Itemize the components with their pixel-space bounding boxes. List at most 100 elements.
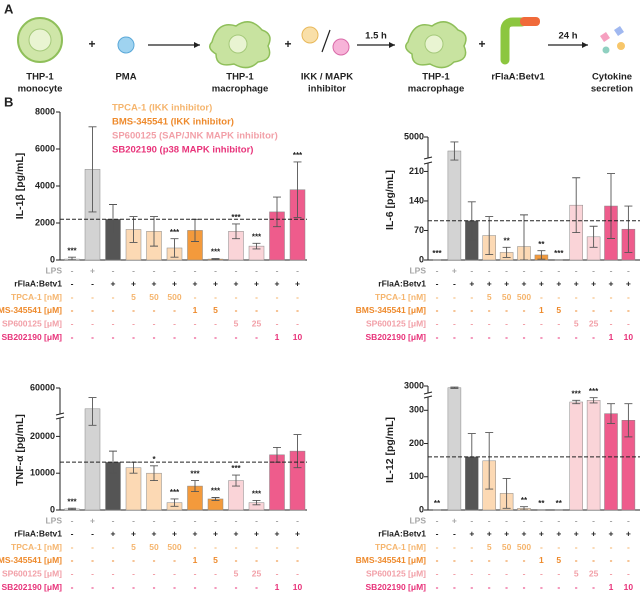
error-bar — [109, 450, 117, 474]
bar — [604, 413, 618, 511]
treatment-cell: - — [132, 568, 135, 578]
axis-break — [425, 393, 431, 397]
treatment-cell: - — [470, 582, 473, 592]
treatment-cell: - — [153, 515, 156, 525]
treatment-cell: - — [436, 542, 439, 552]
treatment-cell: - — [488, 582, 491, 592]
error-bar — [537, 250, 546, 260]
step-label: macrophage — [212, 84, 269, 95]
treatment-cell: - — [91, 542, 94, 552]
treatment-cell: + — [111, 529, 116, 539]
step-label: THP-1 — [26, 72, 54, 83]
treatment-cell: - — [436, 305, 439, 315]
treatment-cell: - — [470, 318, 473, 328]
treatment-cell: - — [276, 318, 279, 328]
treatment-cell: - — [153, 582, 156, 592]
treatment-cell: 1 — [609, 582, 614, 592]
treatment-cell: + — [591, 529, 596, 539]
error-bar — [109, 204, 117, 235]
treatment-label: LPS — [45, 265, 62, 275]
treatment-cell: + — [626, 529, 631, 539]
treatment-cell: - — [214, 318, 217, 328]
protein-icon — [500, 17, 527, 65]
treatment-cell: + — [504, 279, 509, 289]
treatment-cell: + — [539, 279, 544, 289]
treatment-cell: - — [575, 542, 578, 552]
treatment-label: LPS — [45, 515, 62, 525]
significance: *** — [211, 487, 221, 496]
treatment-cell: - — [71, 555, 74, 565]
y-tick-label: 140 — [409, 195, 424, 205]
treatment-cell: - — [627, 265, 630, 275]
treatment-cell: - — [453, 318, 456, 328]
treatment-cell: - — [112, 332, 115, 342]
cytokine-icon — [600, 32, 610, 42]
error-bar — [485, 432, 494, 490]
treatment-cell: - — [153, 332, 156, 342]
treatment-label: rFlaA:Betv1 — [378, 279, 426, 289]
treatment-cell: 1 — [539, 555, 544, 565]
treatment-cell: + — [111, 279, 116, 289]
significance: *** — [293, 151, 303, 160]
treatment-cell: - — [505, 318, 508, 328]
error-bar — [624, 403, 633, 438]
treatment-label: TPCA-1 [nM] — [375, 292, 426, 302]
axis-break — [55, 412, 65, 416]
error-bar — [502, 246, 511, 258]
treatment-cell: - — [610, 318, 613, 328]
treatment-cell: 50 — [502, 542, 512, 552]
treatment-cell: - — [540, 568, 543, 578]
treatment-cell: 5 — [574, 568, 579, 578]
treatment-cell: - — [71, 582, 74, 592]
error-bar — [450, 141, 459, 161]
cytokine-icon — [614, 26, 624, 36]
treatment-cell: 10 — [293, 582, 303, 592]
treatment-cell: + — [609, 529, 614, 539]
treatment-label: SB202190 [μM] — [366, 582, 427, 592]
treatment-cell: 5 — [556, 555, 561, 565]
treatment-cell: - — [214, 292, 217, 302]
error-bar — [589, 225, 598, 248]
treatment-cell: - — [235, 265, 238, 275]
treatment-cell: - — [255, 542, 258, 552]
arrow-head — [389, 42, 395, 48]
error-bar — [88, 126, 97, 213]
error-bar — [68, 256, 76, 261]
treatment-cell: - — [453, 582, 456, 592]
treatment-cell: 5 — [487, 542, 492, 552]
treatment-cell: - — [488, 568, 491, 578]
treatment-cell: - — [91, 305, 94, 315]
treatment-cell: - — [255, 582, 258, 592]
y-tick-label: 6000 — [35, 143, 55, 153]
treatment-cell: - — [255, 265, 258, 275]
axis-break — [423, 156, 433, 160]
treatment-cell: - — [540, 265, 543, 275]
significance: * — [152, 455, 156, 464]
treatment-cell: + — [234, 529, 239, 539]
treatment-label: SP600125 [μM] — [2, 568, 62, 578]
treatment-cell: - — [173, 582, 176, 592]
step-label: macrophage — [408, 84, 465, 95]
treatment-cell: - — [627, 305, 630, 315]
legend-entry: SB202190 (p38 MAPK inhibitor) — [112, 145, 253, 156]
panel-label: B — [4, 94, 13, 109]
axis-break — [423, 395, 433, 399]
treatment-cell: 5 — [131, 542, 136, 552]
treatment-cell: 500 — [167, 542, 181, 552]
treatment-cell: - — [575, 292, 578, 302]
treatment-cell: + — [452, 515, 457, 525]
treatment-cell: - — [296, 318, 299, 328]
treatment-cell: - — [71, 305, 74, 315]
arrow-head — [582, 42, 588, 48]
treatment-cell: - — [194, 582, 197, 592]
treatment-cell: + — [487, 529, 492, 539]
treatment-cell: - — [235, 305, 238, 315]
treatment-cell: - — [132, 318, 135, 328]
step-label: secretion — [591, 84, 633, 95]
treatment-cell: - — [153, 318, 156, 328]
treatment-cell: - — [214, 515, 217, 525]
treatment-cell: - — [173, 305, 176, 315]
treatment-cell: - — [592, 332, 595, 342]
step-label: Cytokine — [592, 72, 632, 83]
treatment-cell: - — [575, 332, 578, 342]
